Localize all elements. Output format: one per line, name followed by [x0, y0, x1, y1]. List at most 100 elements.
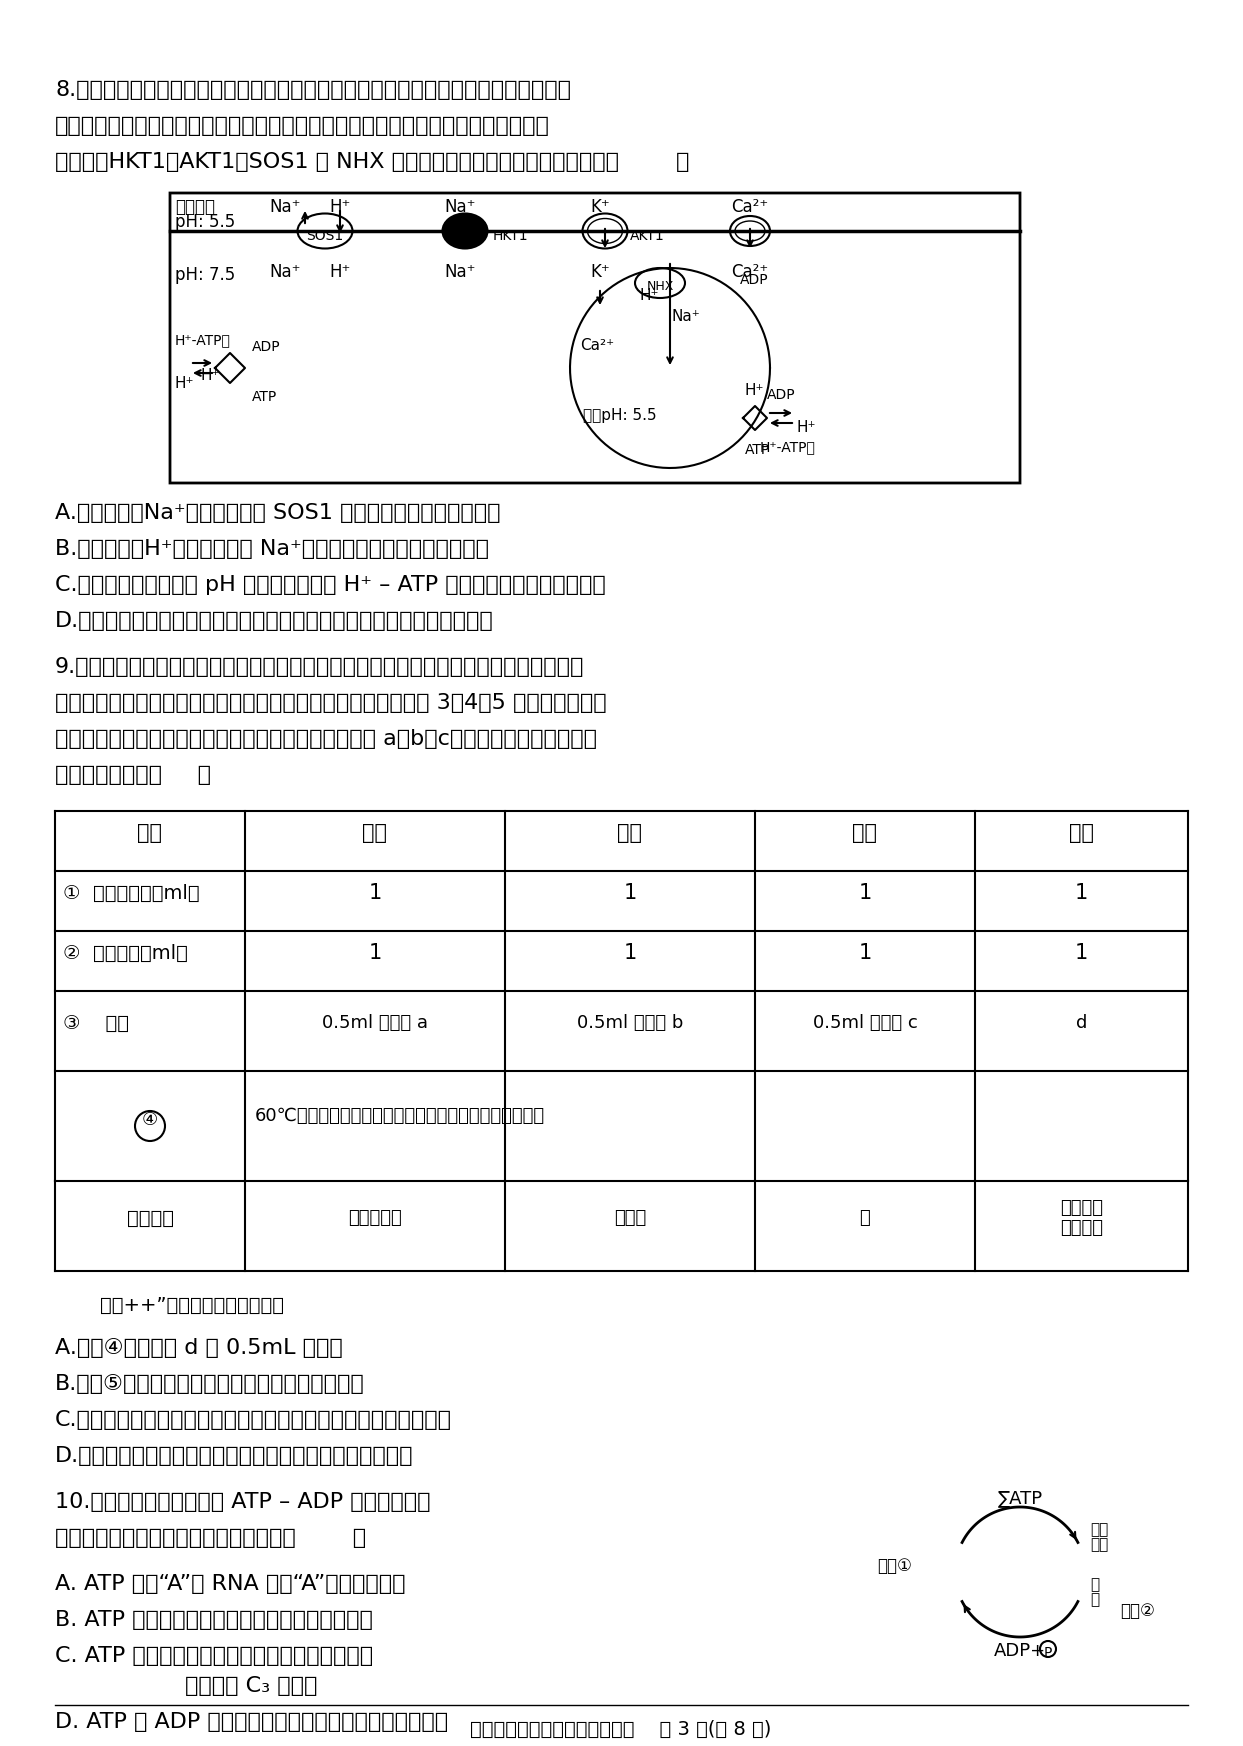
Text: C. ATP 的末端磷酸基脚脱离，释放的能量可用于: C. ATP 的末端磷酸基脚脱离，释放的能量可用于 [55, 1646, 373, 1666]
Text: 1: 1 [1075, 883, 1088, 903]
Text: d: d [1075, 1014, 1088, 1032]
Text: 小麦种子，分别加蒸馏水研磨并去除淠粉后制成提取液 a、b、c。实验分为四组，下列相: 小麦种子，分别加蒸馏水研磨并去除淠粉后制成提取液 a、b、c。实验分为四组，下列… [55, 730, 597, 749]
Text: B. ATP 中含有三个特殊化学键，连接三个磷酸基: B. ATP 中含有三个特殊化学键，连接三个磷酸基 [55, 1610, 373, 1631]
Text: 叶绳体中 C₃ 的还原: 叶绳体中 C₃ 的还原 [185, 1676, 317, 1695]
Text: 脱水: 脱水 [1090, 1523, 1109, 1536]
Text: H⁺: H⁺ [329, 264, 351, 281]
Ellipse shape [730, 217, 769, 246]
Text: H⁺: H⁺ [797, 421, 817, 435]
Text: D. ATP 和 ADP 在细胞中含量很高以满足生命活动的需求: D. ATP 和 ADP 在细胞中含量很高以满足生命活动的需求 [55, 1713, 449, 1732]
Text: K⁺: K⁺ [590, 197, 610, 217]
Ellipse shape [635, 267, 685, 299]
Text: 0.5ml 提取液 a: 0.5ml 提取液 a [322, 1014, 428, 1032]
Text: 1: 1 [368, 943, 382, 964]
Text: Ca²⁺: Ca²⁺ [731, 197, 768, 217]
Text: ＋＋＋＋＋: ＋＋＋＋＋ [348, 1208, 401, 1227]
Text: Na⁺: Na⁺ [444, 197, 476, 217]
Text: D.用斯林试剂代替碲液也可进行该实验，但显色结果不一样: D.用斯林试剂代替碲液也可进行该实验，但显色结果不一样 [55, 1446, 414, 1467]
Text: ADP+: ADP+ [994, 1641, 1047, 1660]
Text: 0.5ml 提取液 b: 0.5ml 提取液 b [577, 1014, 684, 1032]
Text: pH: 5.5: pH: 5.5 [175, 213, 235, 230]
Text: ∑ATP: ∑ATP [997, 1489, 1043, 1507]
Text: 显色结果: 显色结果 [127, 1208, 174, 1227]
Text: 关描述错误的是（     ）: 关描述错误的是（ ） [55, 765, 211, 786]
Text: ③    加样: ③ 加样 [63, 1013, 129, 1032]
Text: ADP: ADP [740, 272, 768, 286]
Text: 合成: 合成 [1090, 1536, 1109, 1552]
Text: 水: 水 [1090, 1577, 1099, 1592]
Text: 细胞膜外: 细胞膜外 [175, 197, 215, 217]
Text: 能量①: 能量① [878, 1557, 912, 1575]
Text: 常生长，与其根细胞独特的转运机制有关。下图是盐地碱蓬根细胞参与抵抗盐胁迫的: 常生长，与其根细胞独特的转运机制有关。下图是盐地碱蓬根细胞参与抵抗盐胁迫的 [55, 115, 549, 136]
Text: 甲管: 甲管 [363, 822, 388, 843]
Text: 10.生命活动的顺利进行与 ATP – ADP 循环有关，该: 10.生命活动的顺利进行与 ATP – ADP 循环有关，该 [55, 1493, 430, 1512]
Text: 注：++”数目越多表示蓝色越深: 注：++”数目越多表示蓝色越深 [99, 1296, 283, 1315]
Text: H⁺-ATP泵: H⁺-ATP泵 [175, 333, 231, 347]
Text: ④: ④ [142, 1110, 158, 1130]
Text: 分组: 分组 [138, 822, 163, 843]
Text: pH: 7.5: pH: 7.5 [175, 265, 235, 285]
Text: ＋: ＋ [860, 1208, 870, 1227]
Text: 丁管: 丁管 [1069, 822, 1094, 843]
Text: H⁺: H⁺ [175, 375, 194, 391]
Text: 1: 1 [368, 883, 382, 903]
Text: 60℃保温适当时间，煮沸后冷却至常温，加适量碘液显色: 60℃保温适当时间，煮沸后冷却至常温，加适量碘液显色 [255, 1107, 546, 1124]
Text: 乙管: 乙管 [618, 822, 643, 843]
Text: K⁺: K⁺ [590, 264, 610, 281]
Text: 0.5ml 提取液 c: 0.5ml 提取液 c [813, 1014, 917, 1032]
Ellipse shape [588, 218, 623, 243]
Text: H⁺: H⁺ [200, 368, 220, 382]
Ellipse shape [583, 213, 628, 248]
Text: ＋＋＋＋
＋＋＋＋: ＋＋＋＋ ＋＋＋＋ [1060, 1198, 1103, 1238]
Text: 1: 1 [1075, 943, 1088, 964]
Text: A. ATP 中的“A”与 RNA 中的“A”表示同一物质: A. ATP 中的“A”与 RNA 中的“A”表示同一物质 [55, 1573, 405, 1594]
Text: ADP: ADP [767, 388, 796, 402]
FancyBboxPatch shape [170, 194, 1021, 484]
Text: 解: 解 [1090, 1592, 1099, 1606]
Text: ＋＋＋: ＋＋＋ [614, 1208, 646, 1227]
Text: Na⁺: Na⁺ [270, 264, 301, 281]
Text: A.步骤④中加入的 d 是 0.5mL 蒸馏水: A.步骤④中加入的 d 是 0.5mL 蒸馏水 [55, 1337, 343, 1358]
Text: SOS1: SOS1 [306, 229, 343, 243]
Text: P: P [1044, 1646, 1052, 1660]
Text: B.据图分析，H⁺离开根细胞与 Na⁺进入液泡所用的能量形式不相同: B.据图分析，H⁺离开根细胞与 Na⁺进入液泡所用的能量形式不相同 [55, 540, 488, 559]
Text: 示意图（HKT1、AKT1、SOS1 和 NHX 均为转运蛋白）。相关描述错误的是（        ）: 示意图（HKT1、AKT1、SOS1 和 NHX 均为转运蛋白）。相关描述错误的… [55, 152, 690, 173]
Text: 1: 1 [624, 943, 636, 964]
Text: 能量②: 能量② [1120, 1603, 1155, 1620]
Text: 1: 1 [859, 883, 871, 903]
Text: ATP: ATP [745, 443, 771, 457]
Text: 丙管: 丙管 [853, 822, 878, 843]
Text: C.细胞质基质与细胞液 pH 的差异主要是由 H⁺ – ATP 泵通过主动运输的方式维持: C.细胞质基质与细胞液 pH 的差异主要是由 H⁺ – ATP 泵通过主动运输的… [55, 574, 605, 595]
Text: AKT1: AKT1 [630, 229, 665, 243]
Text: Na⁺: Na⁺ [270, 197, 301, 217]
Text: C.实验结果表明：随小麦种子萌发天数增多，淠粉酶活力逐渐降低: C.实验结果表明：随小麦种子萌发天数增多，淠粉酶活力逐渐降低 [55, 1411, 452, 1430]
Text: H⁺: H⁺ [745, 382, 764, 398]
Text: 萌发过程中淠粉酶活力的变化，进行了如下实验：取萌发天数为 3、4、5 天的质量相等的: 萌发过程中淠粉酶活力的变化，进行了如下实验：取萌发天数为 3、4、5 天的质量相… [55, 693, 607, 712]
Ellipse shape [443, 213, 487, 248]
Text: ADP: ADP [252, 340, 281, 354]
Text: HKT1: HKT1 [493, 229, 528, 243]
Text: Na⁺: Na⁺ [444, 264, 476, 281]
Text: H⁺: H⁺ [329, 197, 351, 217]
Text: B.步骤⑤煮汸的目的是使酶变性失活终止酶促反应: B.步骤⑤煮汸的目的是使酶变性失活终止酶促反应 [55, 1374, 364, 1393]
Text: 六校联考高三期中考试生物试题    第 3 页(共 8 页): 六校联考高三期中考试生物试题 第 3 页(共 8 页) [470, 1720, 772, 1739]
Circle shape [135, 1110, 165, 1140]
Text: ②  加缓冲液（ml）: ② 加缓冲液（ml） [63, 943, 188, 962]
Circle shape [1040, 1641, 1057, 1657]
Text: 1: 1 [624, 883, 636, 903]
Text: 循环如图所示，下列有关叙述正确的是（        ）: 循环如图所示，下列有关叙述正确的是（ ） [55, 1528, 367, 1549]
Text: ATP: ATP [252, 389, 277, 403]
Text: 1: 1 [859, 943, 871, 964]
Text: Na⁺: Na⁺ [672, 309, 701, 325]
Text: H⁺: H⁺ [640, 288, 660, 304]
Text: Ca²⁺: Ca²⁺ [731, 264, 768, 281]
Text: 8.盐地碱蓬能生活在靠近海滩或者海水与淡水汇合的河口地区，它能在盐胁迫逆境中正: 8.盐地碱蓬能生活在靠近海滩或者海水与淡水汇合的河口地区，它能在盐胁迫逆境中正 [55, 80, 571, 100]
Text: Ca²⁺: Ca²⁺ [580, 339, 614, 353]
Ellipse shape [735, 222, 764, 241]
Text: ①  加淀粉溶液（ml）: ① 加淀粉溶液（ml） [63, 883, 200, 903]
Text: D.液泡中能储存较高浓度的某些特定物质，这体现了液泡膜的选择透过性: D.液泡中能储存较高浓度的某些特定物质，这体现了液泡膜的选择透过性 [55, 611, 493, 630]
Text: 液泡pH: 5.5: 液泡pH: 5.5 [583, 409, 656, 423]
Text: 9.酶活力的高低可用酶促反应速率来表示，反应速率越大，酶活力越高。为探究小麦种子: 9.酶活力的高低可用酶促反应速率来表示，反应速率越大，酶活力越高。为探究小麦种子 [55, 656, 584, 677]
Ellipse shape [297, 213, 353, 248]
Text: NHX: NHX [646, 279, 674, 293]
